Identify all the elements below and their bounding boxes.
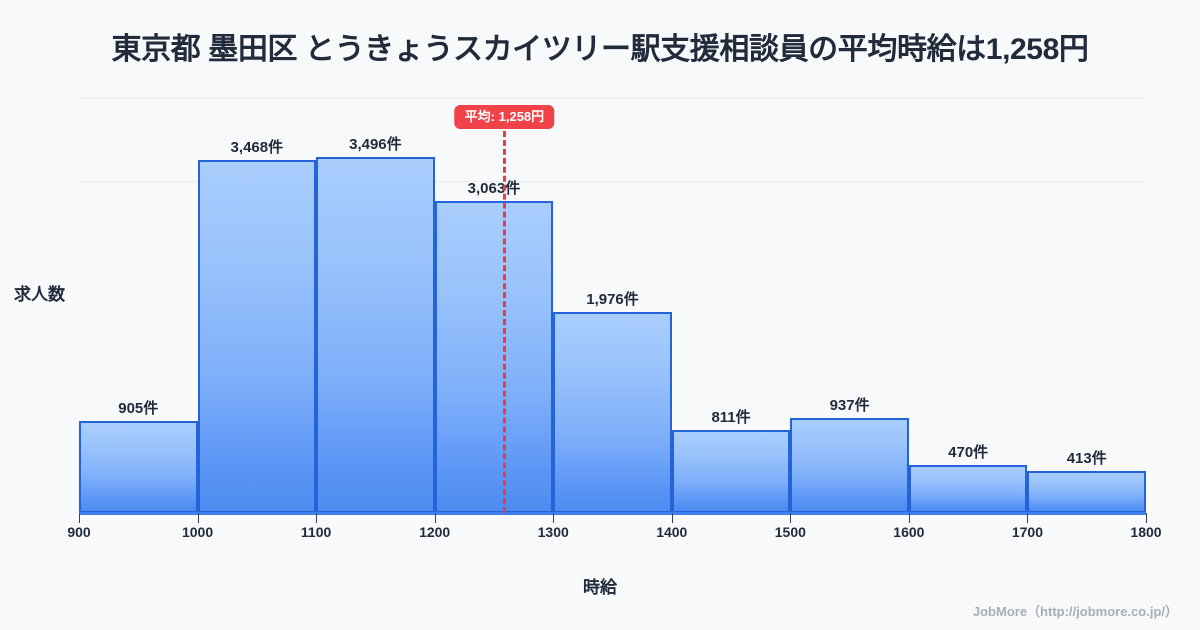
x-axis-tick-label: 1200 <box>419 524 451 540</box>
x-axis-tick <box>908 513 910 523</box>
x-axis-title: 時給 <box>583 578 617 597</box>
x-axis-tick <box>553 513 555 523</box>
x-axis-tick <box>79 513 80 523</box>
histogram-bar[interactable] <box>908 465 1028 513</box>
bar-value-label: 811件 <box>711 409 751 427</box>
bar-value-label: 470件 <box>948 444 989 462</box>
bar-value-label: 1,976件 <box>586 290 639 308</box>
bar-value-label: 3,496件 <box>349 136 402 153</box>
histogram-bar[interactable] <box>79 420 198 513</box>
x-axis-tick <box>1146 513 1147 523</box>
average-line <box>503 131 507 513</box>
x-axis-tick-label: 1600 <box>893 524 925 540</box>
histogram-bar[interactable] <box>1027 470 1146 513</box>
x-axis-tick <box>671 513 673 523</box>
bar-value-label: 3,063件 <box>467 180 521 198</box>
x-axis-tick-label: 1400 <box>656 524 688 540</box>
x-axis-tick-label: 1700 <box>1011 524 1044 540</box>
x-axis-tick-label: 1000 <box>181 524 214 540</box>
x-axis-tick <box>316 513 318 523</box>
x-axis-tick <box>790 513 792 523</box>
x-axis-tick <box>434 513 436 523</box>
x-axis-tick <box>1027 513 1029 523</box>
x-axis-tick <box>197 513 199 523</box>
x-axis-tick-label: 1300 <box>537 524 569 540</box>
histogram-bar[interactable] <box>790 417 909 513</box>
gridline-0 <box>79 98 1145 99</box>
x-axis-tick-label: 1100 <box>300 524 332 540</box>
x-axis-line <box>79 512 1146 515</box>
histogram-bar[interactable] <box>671 430 791 513</box>
page-title: 東京都 墨田区 とうきょうスカイツリー駅支援相談員の平均時給は1,258円 <box>111 33 1089 66</box>
histogram-bar[interactable] <box>197 159 317 513</box>
bar-value-label: 413件 <box>1066 449 1107 467</box>
x-axis-tick-label: 1800 <box>1130 524 1162 540</box>
bar-value-label: 905件 <box>118 399 159 417</box>
footer-credit: JobMore（http://jobmore.co.jp/） <box>972 604 1178 619</box>
y-axis-title: 求人数 <box>14 285 65 304</box>
average-badge: 平均: 1,258円 <box>454 105 555 129</box>
histogram-bar[interactable] <box>316 157 435 513</box>
histogram-bar[interactable] <box>553 311 672 513</box>
histogram-bar[interactable] <box>434 201 554 513</box>
x-axis-tick-label: 1500 <box>774 524 806 540</box>
bar-value-label: 3,468件 <box>230 138 284 156</box>
bar-value-label: 937件 <box>829 396 870 414</box>
x-axis-tick-label: 900 <box>67 524 91 540</box>
gridline-1 <box>79 181 1145 182</box>
